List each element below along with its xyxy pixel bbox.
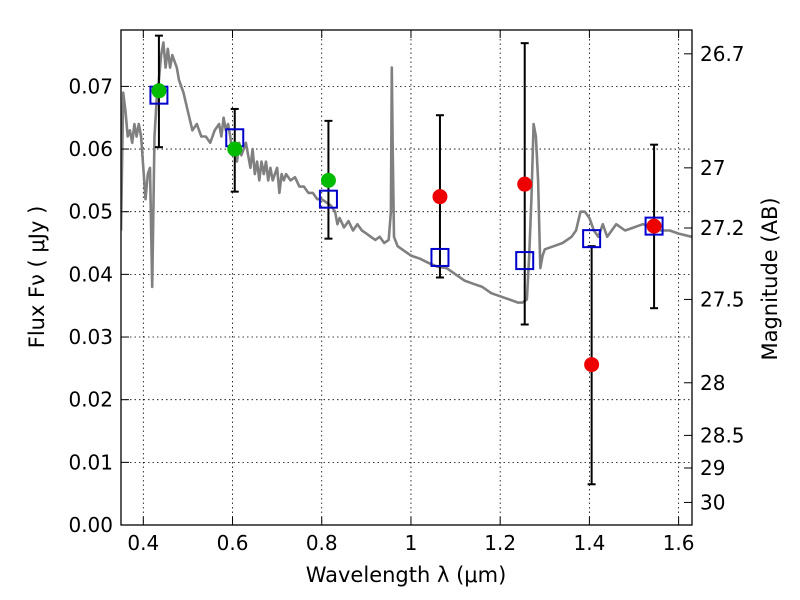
y-tick-label: 0.01 [68,450,113,474]
x-axis-label: Wavelength λ (μm) [306,563,507,587]
model-photometry-square [318,189,338,209]
y-axis-label: Flux Fν ( μJy ) [25,206,49,349]
right-axis-label: Magnitude (AB) [758,197,782,360]
observed-flux-point [151,83,167,99]
model-photometry-square [430,247,450,267]
plot-area [121,30,692,525]
x-tick-label: 1 [405,531,418,555]
observed-flux-point [227,141,243,157]
y-tick-label: 0.03 [68,325,113,349]
series-layer [121,34,692,486]
right-axis-tick-label: 27 [700,156,725,180]
observed-flux-point [584,357,600,373]
right-axis-tick-label: 30 [700,490,725,514]
x-tick-label: 1.4 [573,531,605,555]
right-axis-tick-label: 27.2 [700,216,745,240]
x-tick-label: 0.4 [127,531,159,555]
y-tick-label: 0.00 [68,513,113,537]
right-axis-tick-label: 26.7 [700,42,745,66]
x-tick-label: 0.6 [217,531,249,555]
axes: 0.4 0.6 0.8 1 1.2 1.4 1.6 0.00 0.01 0.02 0.03 0.04 0… [68,30,745,555]
x-tick-label: 1.2 [484,531,516,555]
clipped-series [121,34,692,486]
x-tick-label: 1.6 [663,531,695,555]
right-axis-tick-label: 28 [700,371,725,395]
x-tick-label: 0.8 [306,531,338,555]
observed-flux-point [320,172,336,188]
observed-flux-point [517,176,533,192]
right-axis-tick-label: 28.5 [700,423,745,447]
y-tick-label: 0.02 [68,388,113,412]
spectrum-line [121,41,692,304]
y-tick-label: 0.05 [68,200,113,224]
model-photometry-square [582,229,602,249]
y-tick-label: 0.04 [68,262,113,286]
right-axis-tick-label: 29 [700,456,725,480]
right-axis-tick-label: 27.5 [700,287,745,311]
model-photometry-square [515,251,535,271]
plot-frame [120,29,693,526]
y-tick-label: 0.07 [68,74,113,98]
observed-flux-point [646,218,662,234]
grid [121,30,692,526]
y-tick-label: 0.06 [68,137,113,161]
observed-flux-point [432,189,448,205]
model-photometry-square [644,216,664,236]
